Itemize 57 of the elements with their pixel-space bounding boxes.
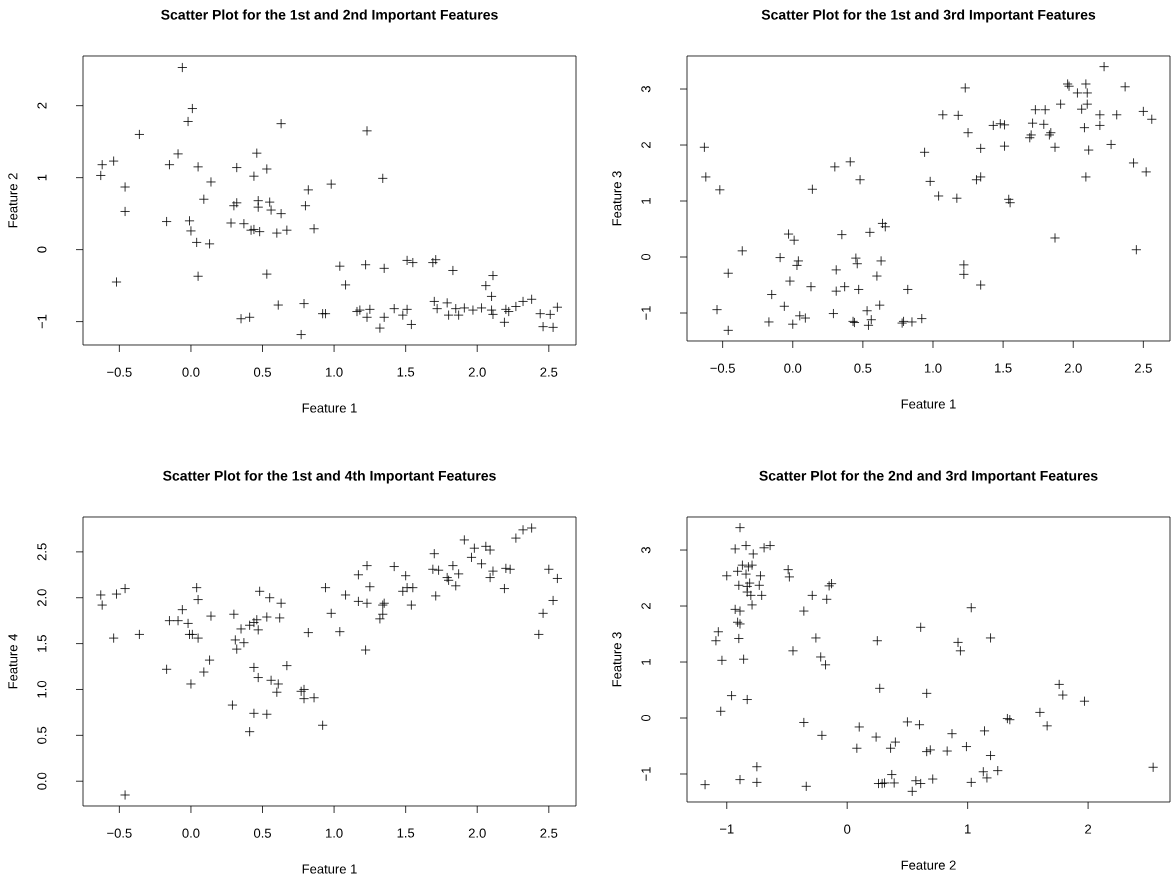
y-tick-label: 0.0 bbox=[37, 772, 47, 790]
x-tick-label: 1.5 bbox=[397, 828, 415, 838]
x-tick-label: 2.0 bbox=[1064, 363, 1082, 373]
x-tick-label: −0.5 bbox=[107, 367, 132, 377]
y-tick-label: 0 bbox=[641, 714, 651, 722]
x-tick-label: 0.0 bbox=[182, 828, 200, 838]
x-tick-label: 0.0 bbox=[182, 367, 200, 377]
y-tick-label: −1 bbox=[641, 767, 651, 781]
x-tick-label: −0.5 bbox=[710, 363, 735, 373]
chart-title: Scatter Plot for the 2nd and 3rd Important Features bbox=[759, 470, 1098, 484]
x-tick-label: 1 bbox=[965, 824, 971, 834]
x-tick-label: 1.0 bbox=[326, 828, 343, 838]
x-tick-label: 2.5 bbox=[540, 828, 558, 838]
y-tick-label: 1 bbox=[641, 659, 651, 665]
y-tick-label: −1 bbox=[641, 306, 651, 320]
chart-title: Scatter Plot for the 1st and 3rd Important Features bbox=[761, 9, 1096, 23]
y-tick-label: 2.5 bbox=[37, 543, 47, 561]
y-axis-title: Feature 3 bbox=[612, 632, 622, 687]
y-tick-label: 1.0 bbox=[37, 680, 47, 698]
x-tick-label: 2.5 bbox=[1134, 363, 1152, 373]
x-axis-title: Feature 1 bbox=[302, 403, 357, 413]
x-axis-title: Feature 2 bbox=[901, 860, 956, 870]
x-tick-label: 2.0 bbox=[468, 367, 486, 377]
x-tick-label: 0 bbox=[844, 824, 851, 834]
y-tick-label: 1 bbox=[37, 174, 47, 181]
y-tick-label: 1 bbox=[641, 198, 651, 204]
x-tick-label: 0.5 bbox=[253, 828, 271, 838]
y-tick-label: 2 bbox=[37, 102, 47, 109]
y-tick-label: 0 bbox=[641, 253, 651, 261]
x-tick-label: 1.0 bbox=[326, 367, 343, 377]
y-tick-label: 2.0 bbox=[37, 589, 47, 607]
y-axis-title: Feature 3 bbox=[612, 171, 622, 226]
y-tick-label: 3 bbox=[641, 546, 651, 554]
x-axis-title: Feature 1 bbox=[901, 399, 956, 409]
x-tick-label: 1.0 bbox=[924, 363, 942, 373]
y-tick-label: 1.5 bbox=[37, 635, 47, 652]
x-tick-label: 2 bbox=[1085, 824, 1092, 834]
chart-title: Scatter Plot for the 1st and 4th Important Features bbox=[163, 470, 496, 484]
y-tick-label: 2 bbox=[641, 142, 651, 148]
y-tick-label: −1 bbox=[37, 314, 47, 329]
y-tick-label: 0 bbox=[37, 246, 47, 253]
x-tick-label: 2.5 bbox=[540, 367, 558, 377]
y-axis-title: Feature 2 bbox=[8, 173, 18, 228]
y-axis-title: Feature 4 bbox=[8, 634, 18, 689]
x-tick-label: 2.0 bbox=[468, 828, 486, 838]
x-tick-label: −0.5 bbox=[107, 828, 132, 838]
x-tick-label: 0.0 bbox=[784, 363, 802, 373]
x-tick-label: 0.5 bbox=[253, 367, 271, 377]
y-tick-label: 2 bbox=[641, 603, 651, 609]
chart-title: Scatter Plot for the 1st and 2nd Important Features bbox=[161, 9, 498, 23]
y-tick-label: 0.5 bbox=[37, 726, 47, 744]
x-tick-label: 1.5 bbox=[397, 367, 415, 377]
x-axis-title: Feature 1 bbox=[302, 864, 357, 874]
y-tick-label: 3 bbox=[641, 85, 651, 93]
x-tick-label: −1 bbox=[719, 824, 734, 834]
x-tick-label: 1.5 bbox=[995, 363, 1012, 373]
x-tick-label: 0.5 bbox=[854, 363, 872, 373]
